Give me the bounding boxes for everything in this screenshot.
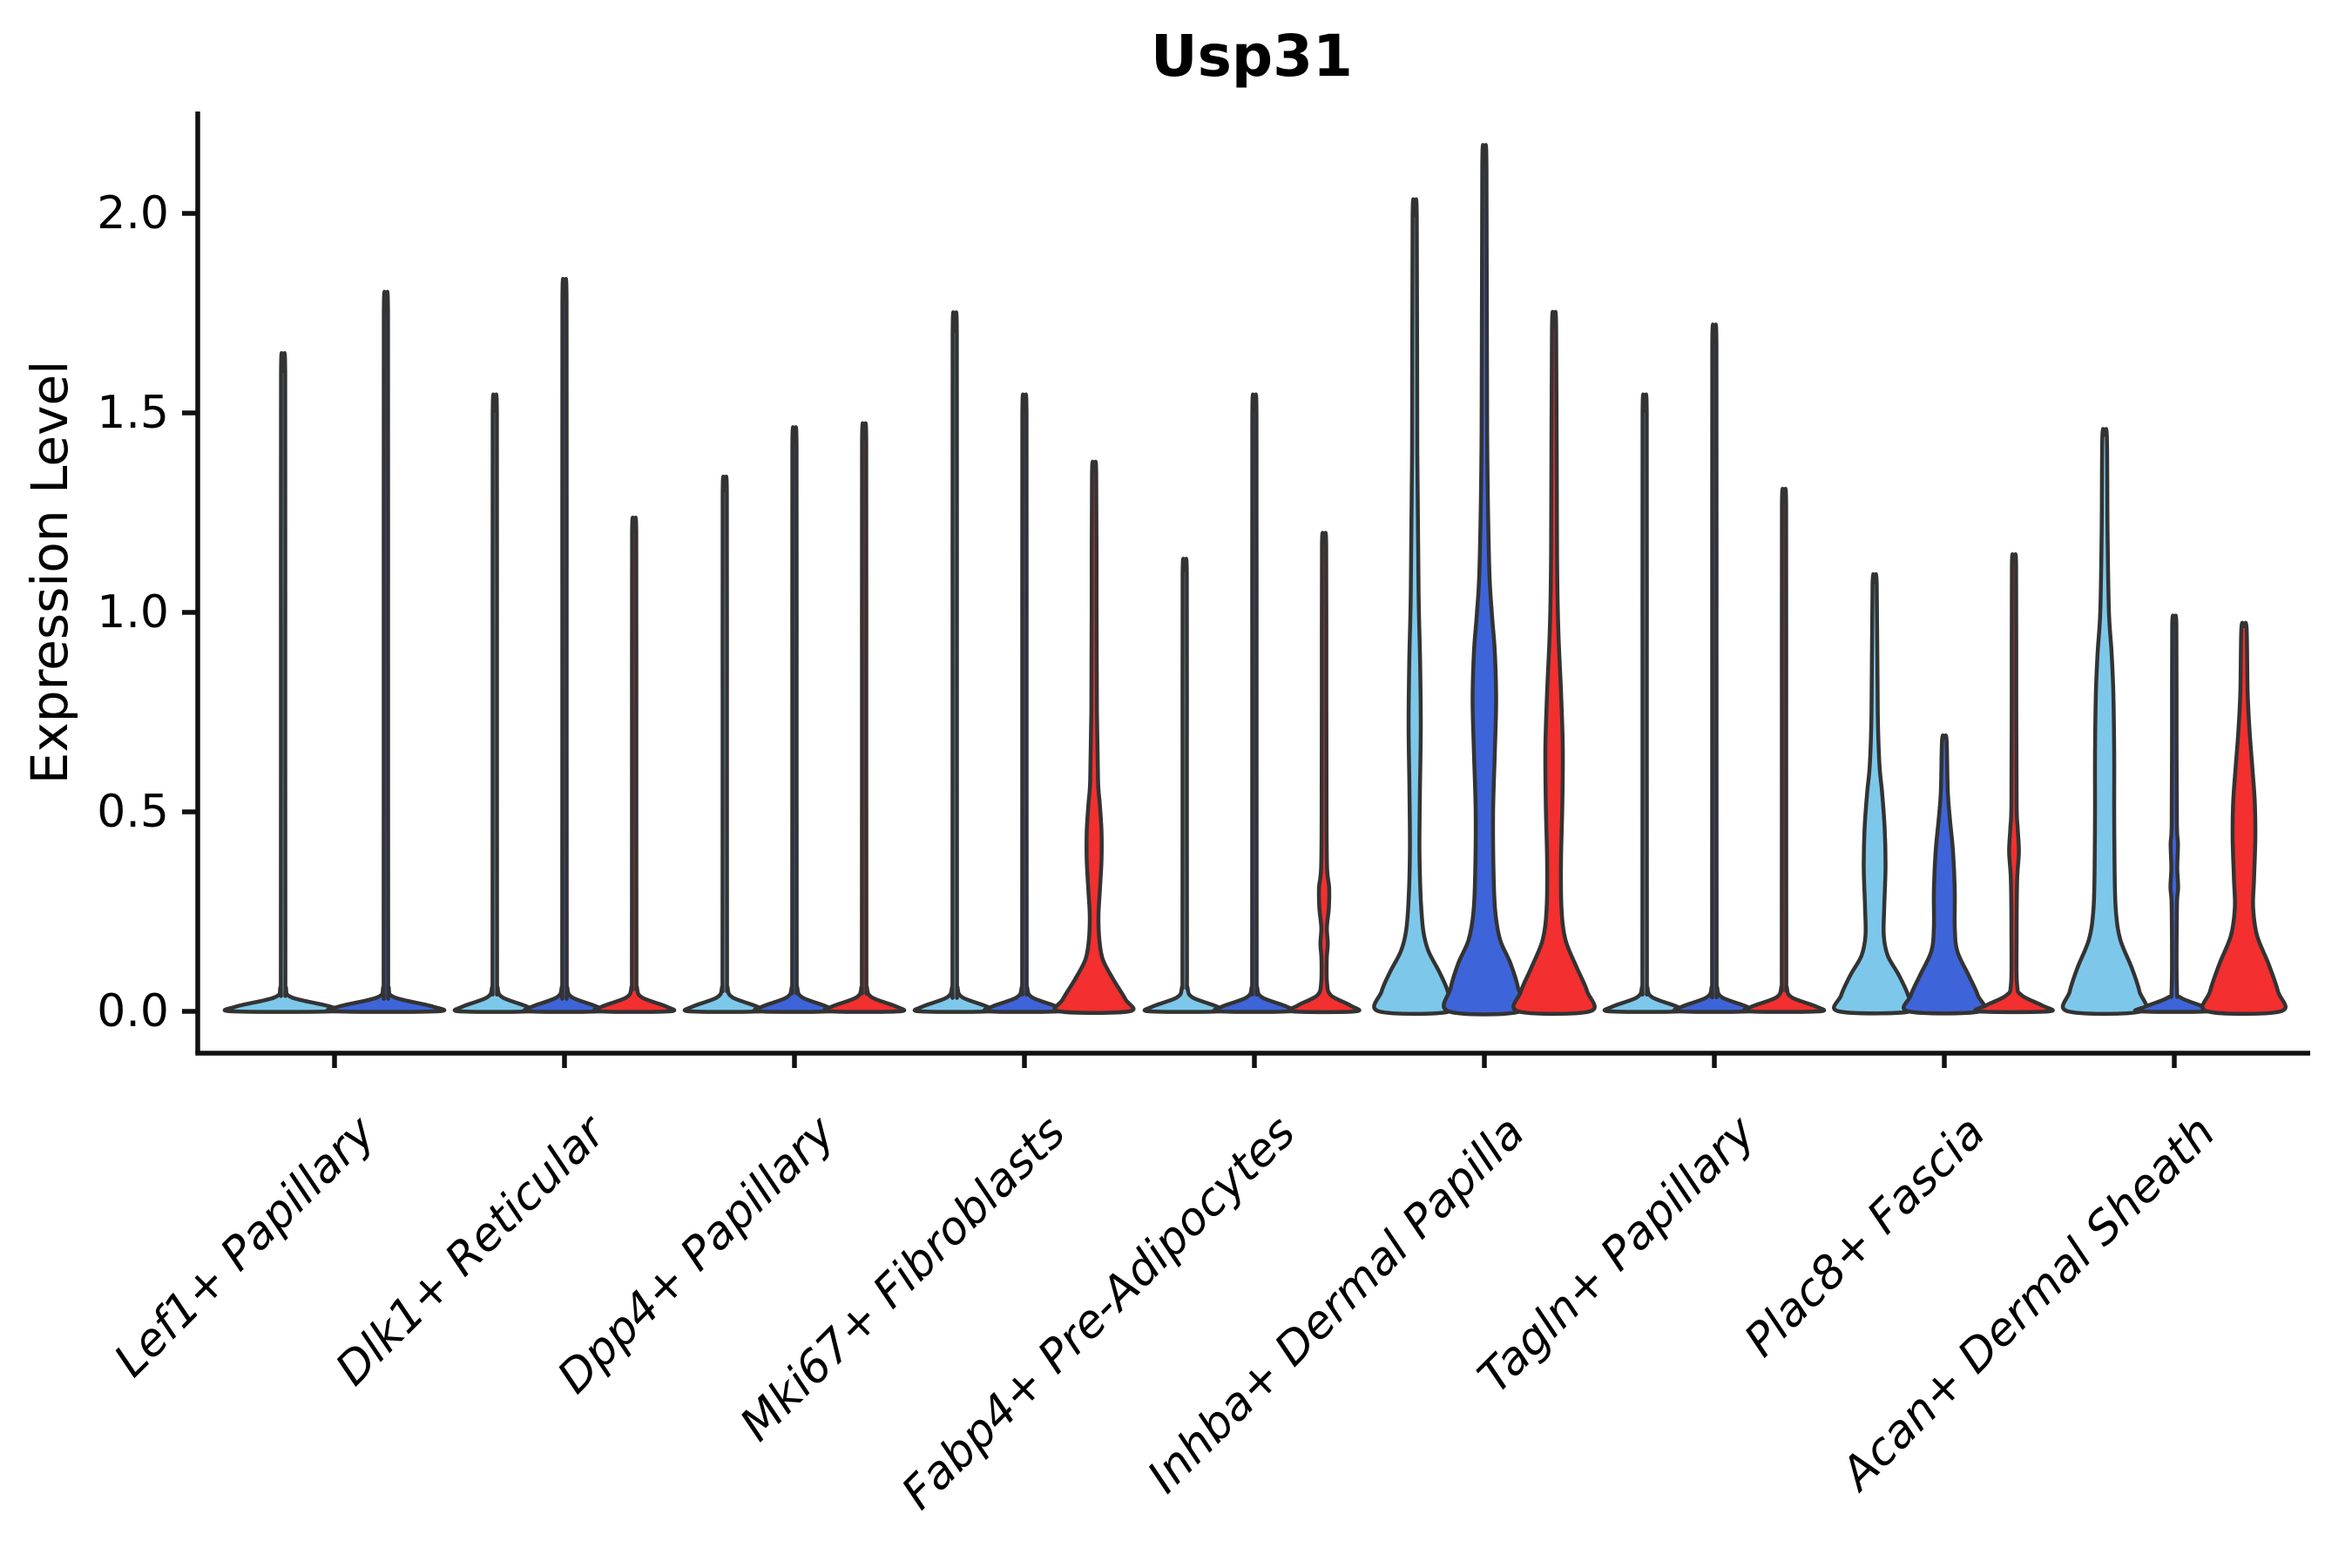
violin-dlk1-reticular-split3 [591,516,677,1014]
y-tick-label-0.5: 0.5 [97,786,169,838]
violin-acan-dermal-sheath-split2 [2132,613,2216,1014]
violin-inhba-dermal-papilla-split2 [1442,143,1527,1017]
violin-dpp4-papillary-split3 [821,421,907,1014]
violin-fabp4-pre-adipocytes-split1 [1142,557,1227,1014]
y-axis-label: Expression Level [20,360,79,785]
violin-fabp4-pre-adipocytes-split2 [1212,392,1297,1014]
y-tick-label-0.0: 0.0 [97,985,169,1037]
chart-title: Usp31 [1151,23,1353,90]
violin-dlk1-reticular-split1 [452,392,537,1014]
violin-mki67-fibroblasts-split1 [912,310,997,1014]
violin-inhba-dermal-papilla-split1 [1372,197,1457,1017]
violin-plac8-fascia-split2 [1902,733,1987,1016]
violin-plac8-fascia-split3 [1973,552,2055,1015]
violin-lef1-papillary-split2 [325,289,447,1014]
y-tick-label-1.5: 1.5 [97,387,169,439]
violin-mki67-fibroblasts-split2 [982,392,1067,1014]
violin-tagln-papillary-split2 [1672,322,1757,1014]
violin-acan-dermal-sheath-split1 [2060,427,2149,1017]
violin-dpp4-papillary-split2 [752,425,837,1014]
violin-fabp4-pre-adipocytes-split3 [1287,531,1362,1015]
y-tick-label-1.0: 1.0 [97,586,169,639]
violin-plac8-fascia-split1 [1832,571,1917,1016]
violin-tagln-papillary-split1 [1602,392,1687,1014]
violin-inhba-dermal-papilla-split3 [1511,310,1597,1017]
y-tick-label-2.0: 2.0 [97,187,169,240]
violin-dpp4-papillary-split1 [682,474,767,1014]
violin-mki67-fibroblasts-split3 [1052,459,1136,1015]
violin-tagln-papillary-split3 [1741,486,1827,1014]
violin-acan-dermal-sheath-split3 [2200,620,2288,1017]
violin-lef1-papillary-split1 [222,351,344,1014]
violin-dlk1-reticular-split2 [522,276,607,1014]
